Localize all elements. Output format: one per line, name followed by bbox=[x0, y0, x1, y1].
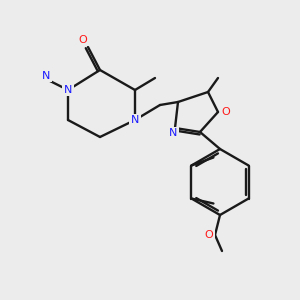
Text: N: N bbox=[131, 115, 139, 125]
Text: O: O bbox=[205, 230, 213, 240]
Text: N: N bbox=[42, 71, 50, 81]
Text: N: N bbox=[64, 85, 72, 95]
Text: O: O bbox=[222, 107, 230, 117]
Text: N: N bbox=[169, 128, 177, 138]
Text: O: O bbox=[79, 35, 87, 45]
